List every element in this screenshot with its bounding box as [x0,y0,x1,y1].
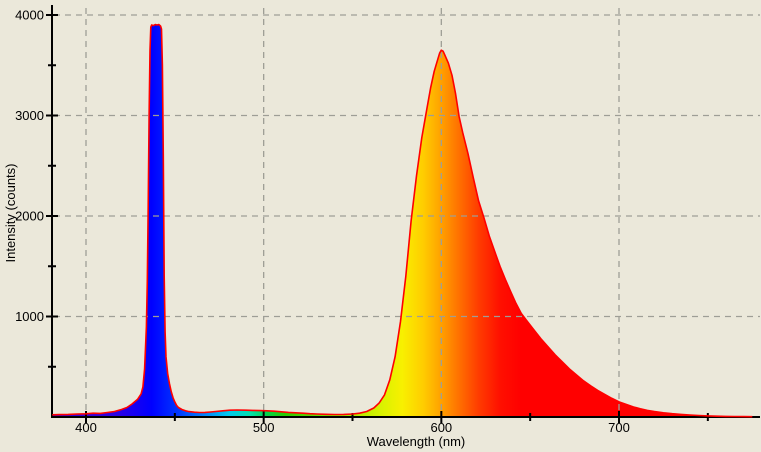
x-tick-label-500: 500 [253,420,275,435]
y-tick-label-2000: 2000 [15,209,44,224]
x-tick-label-700: 700 [608,420,630,435]
y-tick-label-4000: 4000 [15,8,44,23]
spectrum-area [52,24,753,417]
spectrum-curve [52,23,753,418]
spectrum-area-fill [52,24,753,417]
x-tick-label-600: 600 [430,420,452,435]
y-tick-label-3000: 3000 [15,108,44,123]
x-tick-label-400: 400 [75,420,97,435]
y-axis-title: Intensity (counts) [3,164,18,263]
tick-labels: 400 500 600 700 1000 2000 3000 4000 [15,8,630,436]
y-tick-label-1000: 1000 [15,309,44,324]
axis-ticks [46,14,709,423]
gridlines [54,8,760,415]
spectrum-outline [52,23,753,418]
axes [51,5,760,418]
x-axis-title: Wavelength (nm) [367,434,466,449]
